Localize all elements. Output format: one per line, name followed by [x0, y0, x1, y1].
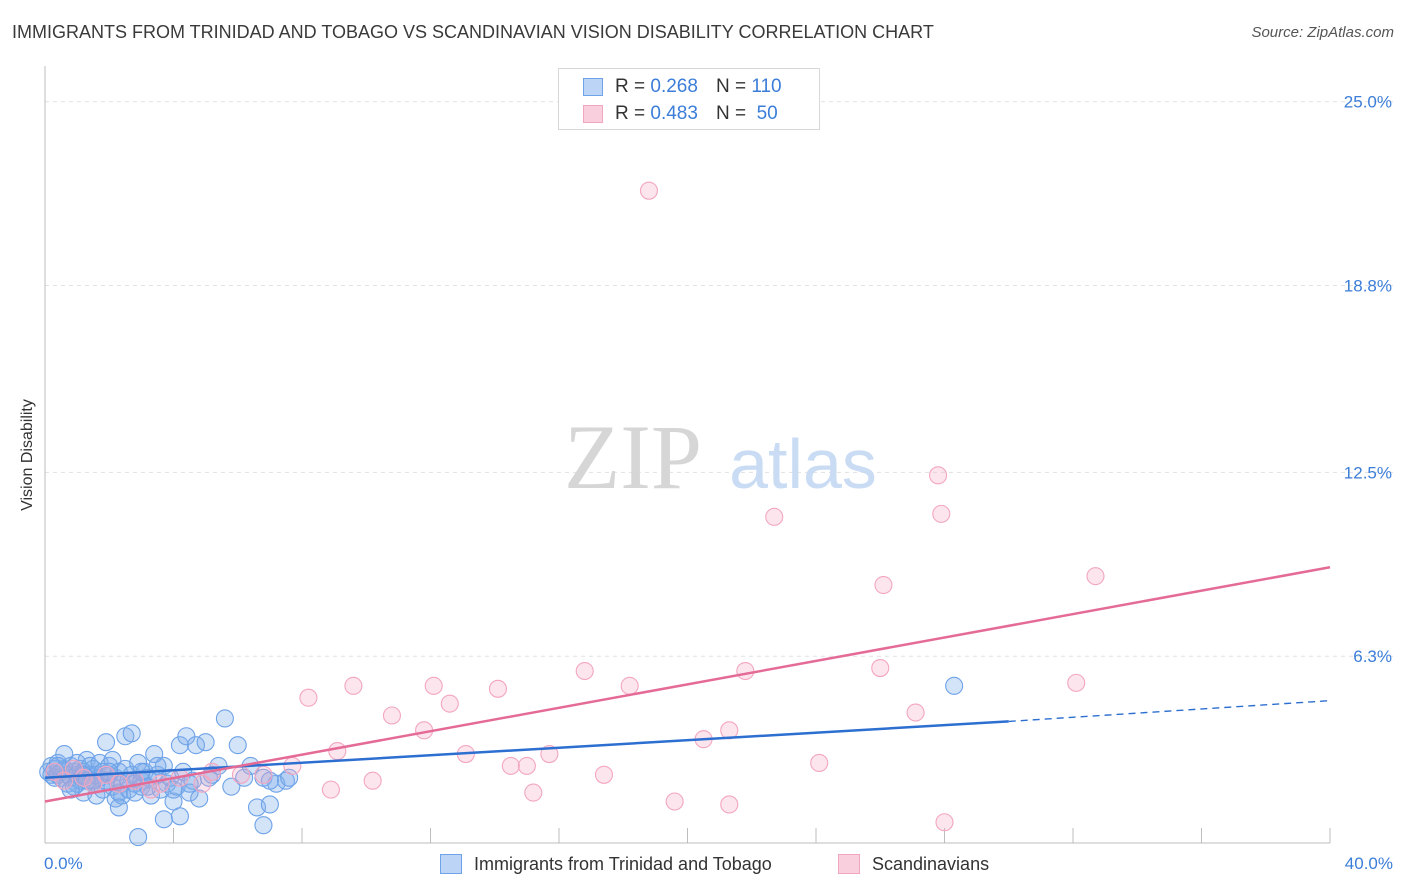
legend-item-immigrants[interactable]: Immigrants from Trinidad and Tobago: [440, 851, 772, 877]
scandinavians-point: [299, 688, 318, 707]
immigrants-point: [254, 816, 273, 835]
watermark: ZIP atlas: [564, 406, 877, 508]
scandinavians-point: [871, 659, 890, 678]
y-tick-label: 12.5%: [1344, 463, 1392, 482]
n-value: 110: [751, 76, 782, 97]
scandinavians-point: [440, 694, 459, 713]
scandinavians-point: [64, 759, 83, 778]
scandinavians-point: [363, 771, 382, 790]
immigrants-point: [100, 762, 119, 781]
immigrants-point: [55, 744, 74, 764]
scandinavians-point: [620, 676, 639, 695]
watermark-atlas: atlas: [729, 425, 877, 503]
scandinavians-point: [935, 813, 954, 832]
immigrants-point: [235, 768, 254, 787]
scandinavians-point: [639, 181, 659, 200]
scandinavians-trend-line: [44, 566, 1331, 803]
n-label: N =: [715, 103, 747, 124]
scandinavians-point: [929, 466, 948, 485]
immigrants-trend-line: [44, 720, 1009, 780]
scandinavians-point: [932, 504, 951, 523]
scandinavians-point: [517, 756, 536, 775]
scandinavians-legend-swatch: [838, 854, 860, 874]
immigrants-point: [170, 736, 189, 755]
scandinavians-point: [382, 706, 402, 725]
immigrants-point: [190, 789, 209, 808]
stats-row-scandinavians: R = 0.483 N = 50: [583, 101, 778, 127]
scandinavians-point: [254, 765, 273, 784]
scandinavians-point: [765, 507, 784, 526]
scandinavians-point: [575, 661, 594, 681]
immigrants-point: [129, 828, 148, 847]
immigrants-point: [109, 798, 128, 817]
chart-source: Source: ZipAtlas.com: [1251, 24, 1394, 41]
scandinavians-point: [328, 742, 347, 761]
x-tick-label-min: 0.0%: [44, 854, 83, 873]
scandinavians-swatch: [583, 105, 603, 123]
immigrants-point: [96, 733, 116, 752]
x-tick-label-max: 40.0%: [1345, 854, 1393, 873]
legend-item-scandinavians[interactable]: Scandinavians: [838, 851, 989, 877]
immigrants-point: [260, 795, 279, 814]
immigrants-point: [145, 744, 164, 764]
r-label: R =: [615, 103, 646, 124]
scandinavians-point: [1067, 673, 1086, 692]
axes: [44, 66, 1331, 844]
scandinavians-point: [874, 575, 893, 595]
scandinavians-point: [231, 765, 251, 784]
immigrants-point: [61, 780, 80, 799]
scandinavians-point: [424, 676, 443, 695]
immigrants-point: [280, 768, 299, 787]
scandinavians-point: [488, 679, 508, 698]
scandinavians-point: [665, 792, 684, 811]
watermark-zip: ZIP: [564, 406, 702, 508]
stats-row-immigrants: R = 0.268 N = 110: [583, 74, 782, 100]
scandinavians-point: [344, 676, 363, 695]
stats-legend: R = 0.268 N = 110 R = 0.483 N = 50: [558, 68, 820, 130]
trend-lines: [44, 566, 1331, 803]
immigrants-point: [122, 724, 141, 743]
y-tick-label: 25.0%: [1344, 93, 1392, 112]
scandinavians-point: [193, 774, 212, 793]
r-label: R =: [615, 76, 646, 97]
n-label: N =: [715, 76, 747, 97]
scandinavians-point: [906, 703, 925, 722]
immigrants-legend-swatch: [440, 854, 462, 874]
chart-title: IMMIGRANTS FROM TRINIDAD AND TOBAGO VS S…: [12, 22, 934, 42]
grid-lines: [45, 101, 1395, 657]
scandinavians-point: [524, 783, 543, 802]
immigrants-point: [154, 810, 173, 829]
scandinavians-point: [501, 756, 520, 775]
r-value: 0.483: [650, 103, 698, 124]
immigrants-legend-label: Immigrants from Trinidad and Tobago: [474, 853, 772, 874]
scandinavians-point: [1086, 567, 1105, 586]
scandinavians-point: [810, 753, 829, 772]
scandinavians-point: [736, 661, 755, 681]
y-tick-label: 6.3%: [1353, 647, 1392, 666]
immigrants-point: [228, 736, 247, 755]
scandinavians-point: [594, 765, 614, 784]
n-value: 50: [756, 103, 778, 124]
scandinavians-legend-label: Scandinavians: [872, 853, 990, 874]
tick-labels: 6.3% 12.5% 18.8% 25.0% 0.0% 40.0%: [44, 93, 1393, 873]
scandinavians-point: [720, 795, 739, 814]
scandinavians-point: [321, 780, 340, 799]
immigrants-swatch: [583, 78, 603, 96]
y-tick-label: 18.8%: [1344, 277, 1392, 296]
scandinavians-point: [540, 744, 559, 764]
immigrants-point: [196, 733, 215, 752]
r-value: 0.268: [650, 76, 698, 97]
immigrants-point: [215, 709, 234, 728]
immigrants-trend-extension: [1008, 699, 1331, 723]
scandinavians-point: [283, 756, 302, 775]
immigrants-point: [945, 676, 964, 695]
immigrants-point: [222, 777, 241, 796]
immigrants-point: [170, 807, 189, 826]
